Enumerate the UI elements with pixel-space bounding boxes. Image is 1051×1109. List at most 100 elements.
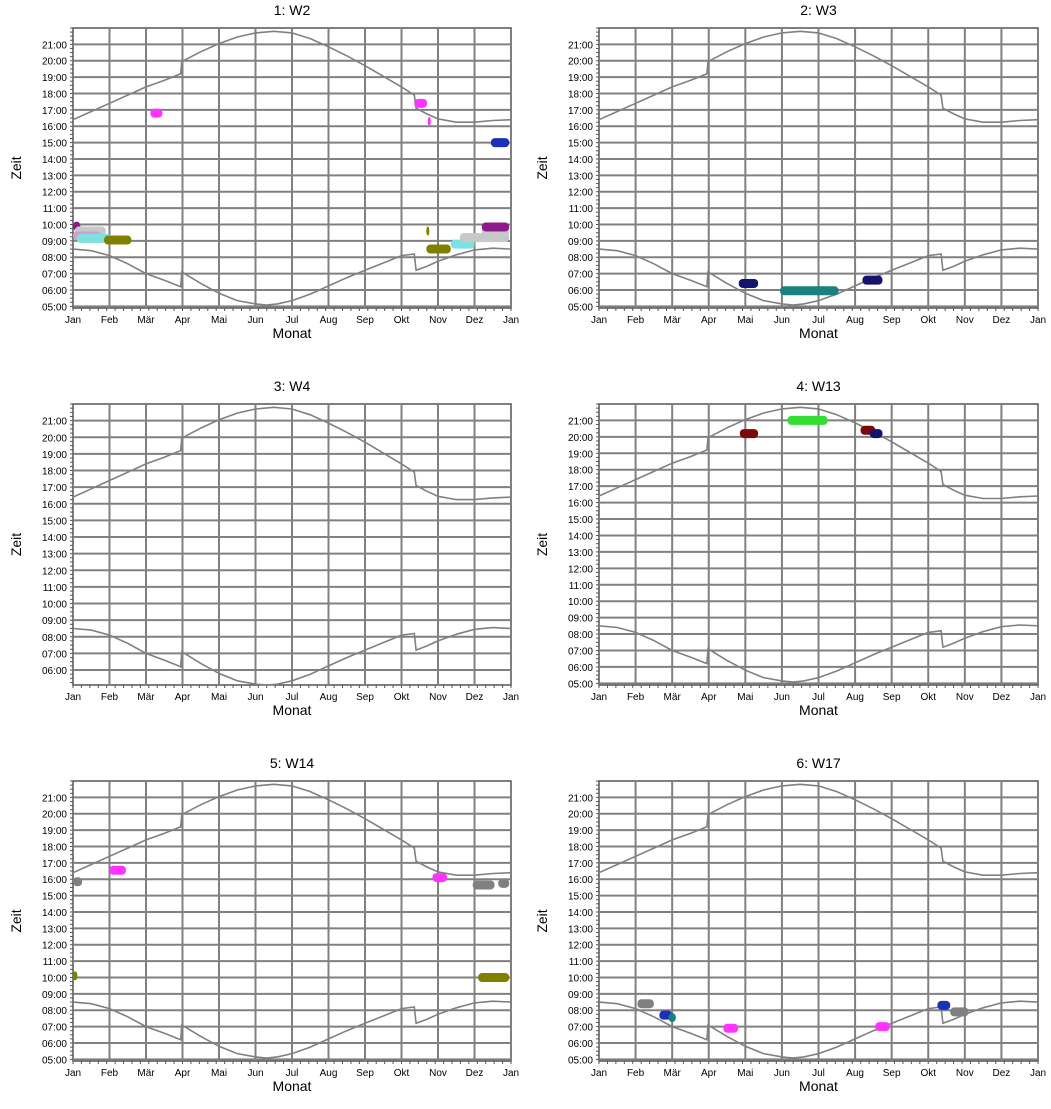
data-mark [426, 226, 430, 236]
y-tick-label: 07:00 [568, 270, 593, 281]
x-tick-label: Jan [503, 1068, 519, 1079]
y-tick-label: 07:00 [42, 1023, 67, 1034]
data-mark [937, 1000, 951, 1010]
y-tick-label: 16:00 [568, 499, 593, 510]
x-tick-label: Dez [993, 692, 1011, 703]
x-tick-label: Mai [211, 692, 227, 703]
x-tick-label: Jan [1030, 1068, 1046, 1079]
x-tick-label: Aug [846, 692, 864, 703]
chart-title: 4: W13 [796, 378, 841, 394]
y-tick-label: 13:00 [568, 924, 593, 935]
x-tick-label: Sep [883, 315, 901, 326]
x-tick-label: Dez [993, 1068, 1011, 1079]
sunset-curve [72, 406, 512, 501]
y-tick-label: 11:00 [569, 204, 594, 215]
x-tick-label: Jan [65, 1068, 81, 1079]
data-mark [490, 138, 510, 148]
x-axis-label: Monat [799, 1078, 838, 1094]
y-tick-label: 11:00 [43, 204, 68, 215]
x-tick-label: Dez [466, 692, 484, 703]
chart-title: 2: W3 [800, 2, 837, 18]
x-tick-label: Apr [701, 692, 717, 703]
x-tick-label: Jul [812, 1068, 825, 1079]
y-tick-label: 16:00 [42, 875, 67, 886]
x-tick-label: Feb [627, 315, 645, 326]
x-tick-label: Jun [774, 315, 790, 326]
chart-panel-1: 1: W2 05:00 06:00 07:00 08:00 09:00 10:00 11:00… [8, 2, 519, 341]
x-tick-label: Jul [812, 315, 825, 326]
y-tick-label: 15:00 [568, 515, 593, 526]
x-tick-label: Jun [774, 1068, 790, 1079]
x-tick-label: Mai [211, 1068, 227, 1079]
x-tick-label: Feb [101, 1068, 119, 1079]
y-axis-label: Zeit [534, 909, 550, 932]
y-axis-label: Zeit [8, 909, 24, 932]
data-mark [738, 278, 759, 288]
y-tick-label: 14:00 [568, 908, 593, 919]
y-tick-label: 10:00 [42, 220, 67, 231]
y-tick-label: 15:00 [42, 892, 67, 903]
data-mark [427, 116, 431, 126]
y-tick-label: 12:00 [42, 188, 67, 199]
y-tick-label: 17:00 [42, 859, 67, 870]
x-tick-label: Sep [883, 692, 901, 703]
y-tick-label: 20:00 [42, 433, 67, 444]
sunset-curve [72, 30, 512, 123]
x-tick-label: Jan [503, 315, 519, 326]
x-tick-label: Jun [247, 315, 263, 326]
y-tick-label: 07:00 [42, 649, 67, 660]
x-tick-label: Feb [101, 692, 119, 703]
sunrise-curve [598, 247, 1039, 306]
y-tick-label: 11:00 [43, 583, 68, 594]
x-axis-label: Monat [273, 702, 312, 718]
y-tick-label: 20:00 [568, 433, 593, 444]
y-tick-label: 13:00 [42, 550, 67, 561]
x-tick-label: Okt [394, 315, 410, 326]
data-mark [869, 429, 883, 439]
x-tick-label: Okt [394, 1068, 410, 1079]
y-tick-label: 14:00 [42, 533, 67, 544]
x-tick-label: Dez [466, 1068, 484, 1079]
y-tick-label: 19:00 [42, 73, 67, 84]
y-tick-label: 19:00 [568, 826, 593, 837]
x-tick-label: Jan [1030, 315, 1046, 326]
y-tick-label: 07:00 [568, 646, 593, 657]
x-tick-label: Jun [247, 692, 263, 703]
y-axis-label: Zeit [8, 533, 24, 556]
x-tick-label: Nov [429, 1068, 447, 1079]
y-tick-label: 18:00 [42, 467, 67, 478]
x-tick-label: Mär [137, 1068, 155, 1079]
y-tick-label: 13:00 [42, 171, 67, 182]
y-tick-label: 19:00 [568, 73, 593, 84]
data-mark [109, 865, 126, 875]
chart-panel-3: 3: W4 06:00 07:00 08:00 09:00 10:00 11:00 12:00… [8, 378, 519, 718]
y-tick-label: 07:00 [42, 270, 67, 281]
y-tick-label: 16:00 [568, 122, 593, 133]
chart-title: 3: W4 [274, 378, 311, 394]
x-tick-label: Okt [920, 1068, 936, 1079]
y-tick-label: 08:00 [42, 253, 67, 264]
sunrise-curve [72, 247, 512, 306]
y-tick-label: 09:00 [568, 990, 593, 1001]
x-tick-label: Jan [591, 692, 607, 703]
data-mark [498, 878, 510, 888]
y-tick-label: 13:00 [568, 548, 593, 559]
data-mark [414, 98, 428, 108]
y-tick-label: 19:00 [568, 449, 593, 460]
y-tick-label: 06:00 [568, 286, 593, 297]
y-tick-label: 10:00 [568, 973, 593, 984]
data-mark [950, 1007, 969, 1017]
x-tick-label: Nov [429, 315, 447, 326]
x-tick-label: Mär [137, 315, 155, 326]
x-tick-label: Feb [101, 315, 119, 326]
x-tick-label: Aug [320, 692, 338, 703]
y-tick-label: 18:00 [568, 842, 593, 853]
y-tick-label: 12:00 [42, 566, 67, 577]
x-tick-label: Sep [356, 315, 374, 326]
x-tick-label: Dez [466, 315, 484, 326]
sunrise-curve [72, 626, 512, 686]
sunset-curve [598, 30, 1039, 123]
sunrise-curve [72, 1000, 512, 1059]
x-tick-label: Feb [627, 1068, 645, 1079]
